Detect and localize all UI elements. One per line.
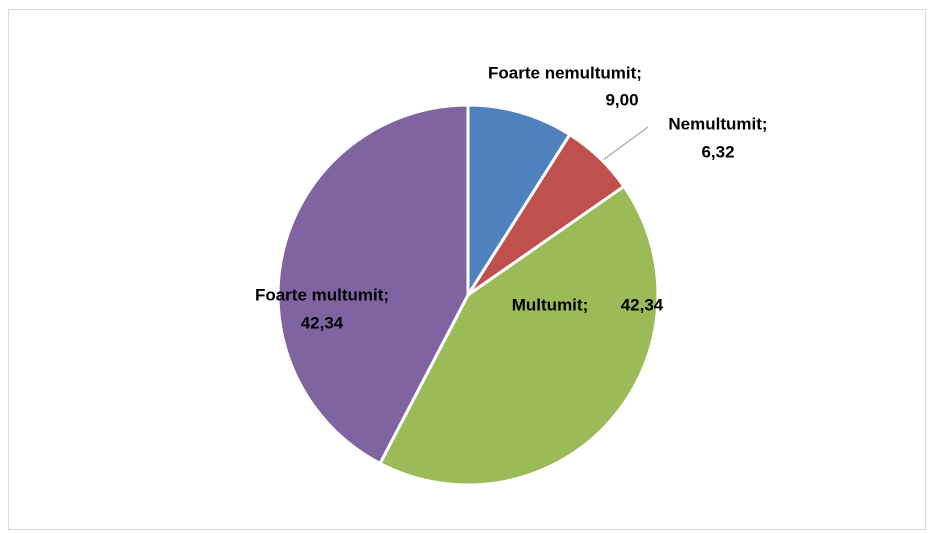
leader-line [602,126,649,161]
data-label-value: 9,00 [605,90,638,109]
data-label-value: 6,32 [701,142,734,161]
pie-slice [466,103,572,301]
data-label-value: 42,34 [301,313,344,332]
data-label-value: 42,34 [621,295,664,314]
data-label-category: Foarte multumit; [255,285,389,304]
pie-slice [276,103,470,466]
pie-slice [378,184,660,487]
data-label-category: Foarte nemultumit; [488,63,642,82]
data-label-category: Multumit; [512,295,588,314]
data-label-category: Nemultumit; [668,114,767,133]
